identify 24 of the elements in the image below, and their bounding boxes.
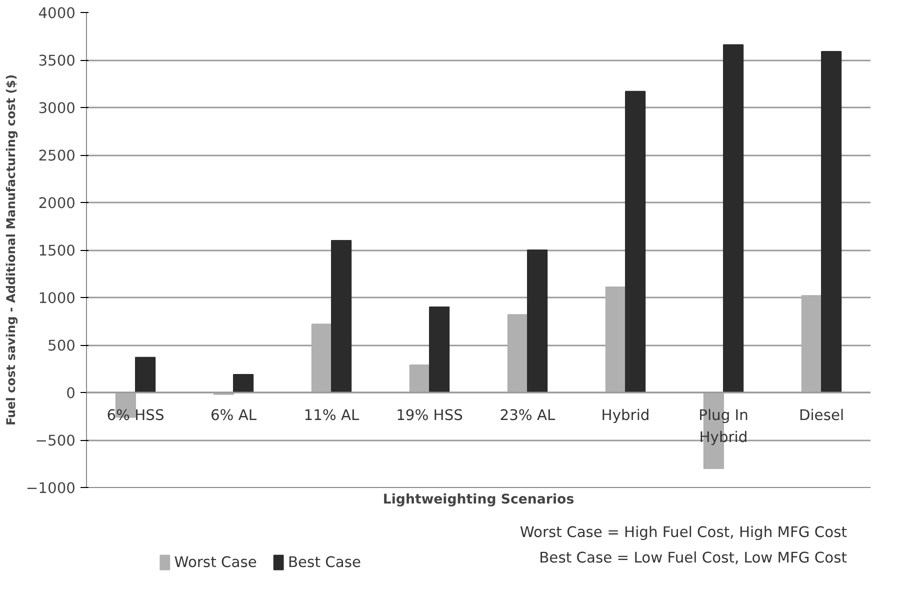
y-tick-label: 1500 [38,242,76,260]
y-tick-label: 3500 [38,52,76,70]
x-tick-label: 23% AL [500,406,556,424]
y-axis-title: Fuel cost saving - Additional Manufacturing cost ($) [4,74,18,426]
x-tick-label: 6% AL [210,406,258,424]
legend-label: Worst Case [174,554,257,571]
legend-label: Best Case [288,554,361,571]
x-tick-label: 19% HSS [396,406,463,424]
y-tick-label: 3000 [38,100,76,117]
y-tick-label: 2500 [38,148,76,164]
x-tick-label: Diesel [798,406,844,424]
y-tick-label: 1000 [38,290,76,307]
y-tick-label: 500 [48,338,76,354]
y-tick-label: 2000 [38,195,76,212]
y-tick-label: −500 [35,432,76,450]
x-axis-title: Lightweighting Scenarios [382,492,574,508]
y-tick-label: 0 [66,385,76,402]
y-tick-label: 4000 [38,5,76,22]
text: Best Case = Low Fuel Cost, Low MFG Cost [539,550,848,566]
x-tick-label: Hybrid [601,406,650,424]
x-tick-label: 11% AL [304,406,360,424]
x-tick-label: 6% HSS [106,406,164,424]
y-tick-label: −1000 [26,480,76,497]
text: Worst Case = High Fuel Cost, High MFG Cost [520,524,848,541]
